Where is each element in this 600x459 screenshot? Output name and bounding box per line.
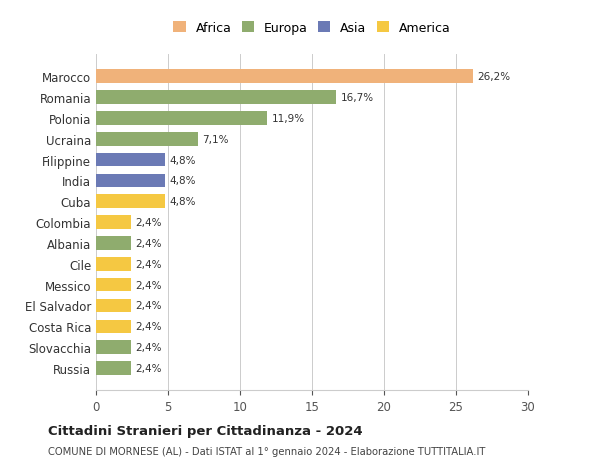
Bar: [96, 70, 473, 84]
Text: 7,1%: 7,1%: [203, 134, 229, 145]
Text: 4,8%: 4,8%: [169, 176, 196, 186]
Bar: [96, 278, 131, 292]
Bar: [96, 153, 165, 167]
Bar: [96, 216, 131, 230]
Bar: [96, 341, 131, 354]
Text: 4,8%: 4,8%: [169, 155, 196, 165]
Text: 2,4%: 2,4%: [135, 280, 161, 290]
Text: 2,4%: 2,4%: [135, 259, 161, 269]
Text: 2,4%: 2,4%: [135, 301, 161, 311]
Bar: [96, 91, 337, 105]
Bar: [96, 320, 131, 333]
Bar: [96, 361, 131, 375]
Bar: [96, 299, 131, 313]
Text: 11,9%: 11,9%: [272, 114, 305, 123]
Text: 2,4%: 2,4%: [135, 238, 161, 248]
Text: 2,4%: 2,4%: [135, 363, 161, 373]
Legend: Africa, Europa, Asia, America: Africa, Europa, Asia, America: [169, 18, 455, 38]
Text: 2,4%: 2,4%: [135, 342, 161, 353]
Bar: [96, 257, 131, 271]
Bar: [96, 133, 198, 146]
Bar: [96, 237, 131, 250]
Text: 2,4%: 2,4%: [135, 218, 161, 228]
Text: 2,4%: 2,4%: [135, 322, 161, 331]
Bar: [96, 195, 165, 208]
Text: COMUNE DI MORNESE (AL) - Dati ISTAT al 1° gennaio 2024 - Elaborazione TUTTITALIA: COMUNE DI MORNESE (AL) - Dati ISTAT al 1…: [48, 446, 485, 456]
Text: 16,7%: 16,7%: [341, 93, 374, 103]
Text: 4,8%: 4,8%: [169, 197, 196, 207]
Bar: [96, 112, 268, 125]
Text: Cittadini Stranieri per Cittadinanza - 2024: Cittadini Stranieri per Cittadinanza - 2…: [48, 425, 362, 437]
Text: 26,2%: 26,2%: [478, 72, 511, 82]
Bar: [96, 174, 165, 188]
